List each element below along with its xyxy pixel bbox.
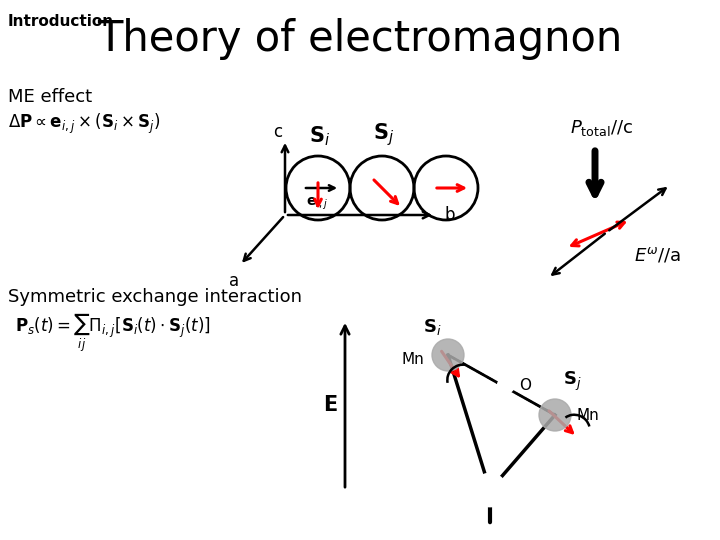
Text: $\mathbf{S}_i$: $\mathbf{S}_i$ [423,317,441,337]
Circle shape [432,339,464,371]
Text: $\Delta\mathbf{P}\propto\mathbf{e}_{i,j}\times(\mathbf{S}_i\times\mathbf{S}_j)$: $\Delta\mathbf{P}\propto\mathbf{e}_{i,j}… [8,112,161,136]
Text: $\mathbf{S}_j$: $\mathbf{S}_j$ [563,370,582,393]
Text: ME effect: ME effect [8,88,92,106]
Text: $\mathbf{e}_{i,j}$: $\mathbf{e}_{i,j}$ [306,196,328,212]
Text: E: E [323,395,337,415]
Text: Mn: Mn [577,408,600,422]
Text: $\mathbf{P}_s(t)=\sum_{ij}\Pi_{i,j}[\mathbf{S}_i(t)\cdot\mathbf{S}_j(t)]$: $\mathbf{P}_s(t)=\sum_{ij}\Pi_{i,j}[\mat… [15,312,211,355]
Text: Symmetric exchange interaction: Symmetric exchange interaction [8,288,302,306]
Text: Mn: Mn [401,353,424,368]
Text: c: c [274,123,282,141]
Text: O: O [519,377,531,393]
Text: b: b [444,206,454,224]
Text: $\mathbf{S}_i$: $\mathbf{S}_i$ [310,124,330,148]
Text: $E^\omega$//a: $E^\omega$//a [634,245,681,264]
Text: $P_{\rm total}$//c: $P_{\rm total}$//c [570,118,633,138]
Circle shape [498,377,514,393]
Circle shape [539,399,571,431]
Circle shape [474,474,506,506]
Text: a: a [229,272,239,290]
Text: Introduction: Introduction [8,14,114,29]
Text: Theory of electromagnon: Theory of electromagnon [97,18,623,60]
Text: $\mathbf{S}_j$: $\mathbf{S}_j$ [374,121,395,148]
